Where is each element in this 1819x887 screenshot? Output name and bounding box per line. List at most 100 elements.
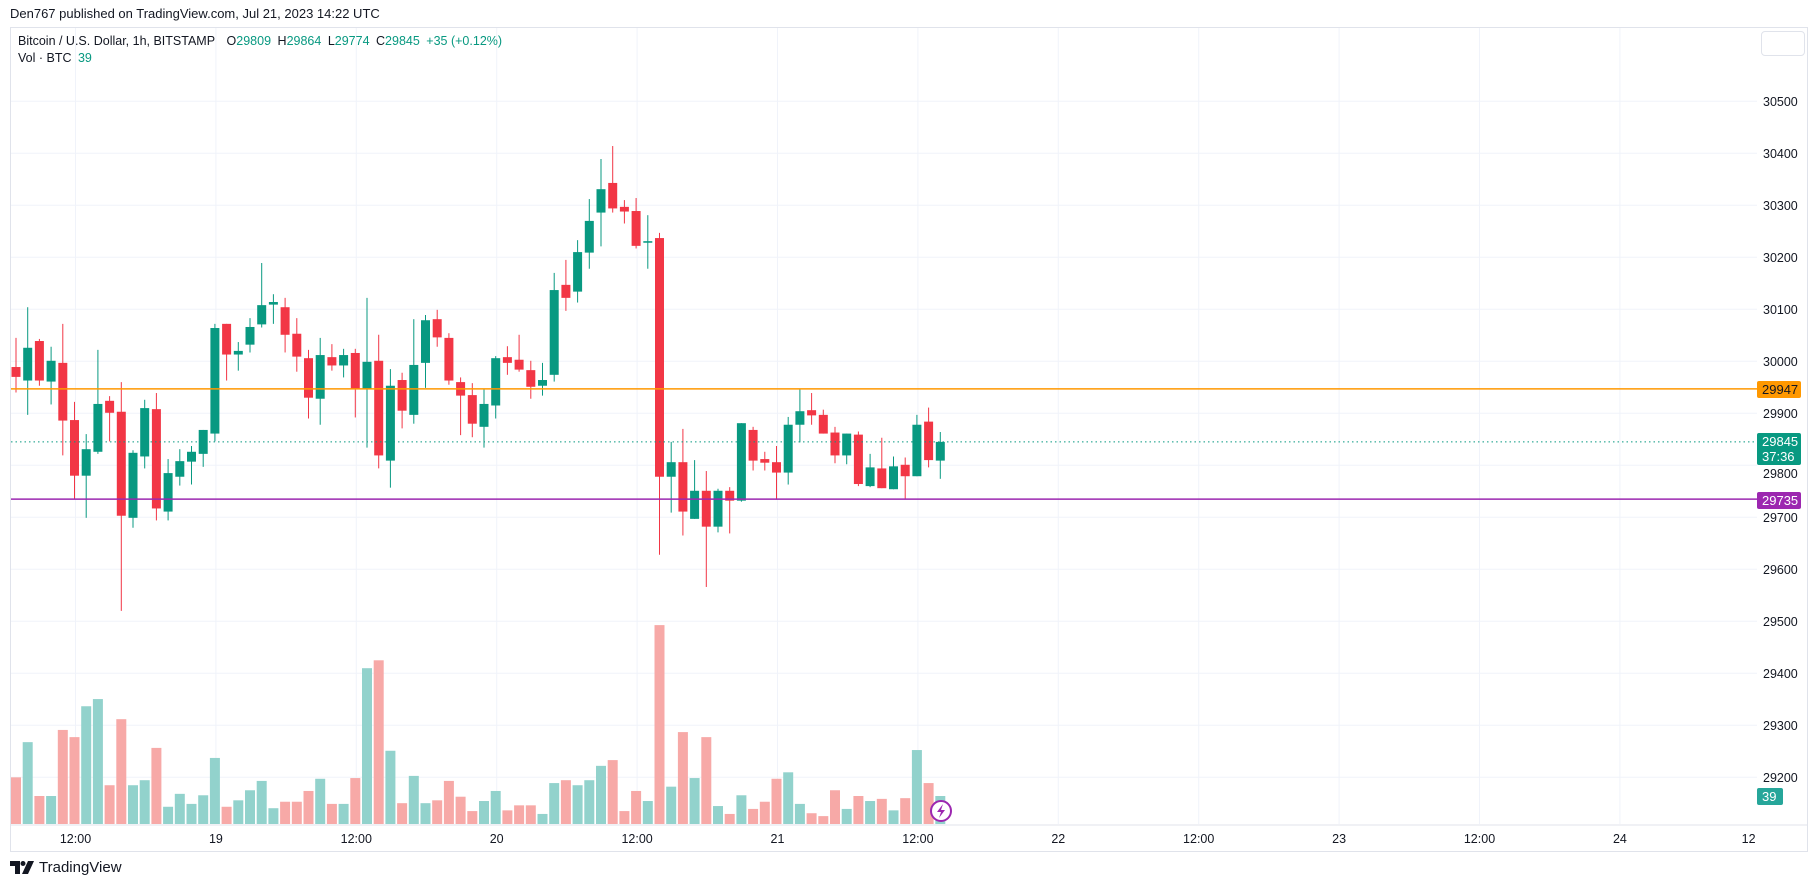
legend-main-row: Bitcoin / U.S. Dollar, 1h, BITSTAMP O298… [18,33,505,50]
volume-bar [467,811,478,824]
volume-bar [116,719,127,824]
price-axis[interactable]: 30500 30400 30300 30200 30100 30000 29900 29800… [1763,95,1798,785]
tradingview-logo[interactable]: TradingView [10,859,122,876]
candle-down [280,307,290,335]
volume-bar [584,780,595,824]
price-tick-label: 30000 [1763,355,1798,369]
time-tick-label: 12 [1742,832,1756,846]
volume-bar [34,795,45,824]
high-label: H [277,34,287,48]
candle-down [526,370,536,387]
time-tick-label: 12:00 [902,832,933,846]
grid [11,28,1757,824]
candle-up [573,252,583,292]
volume-bar [771,778,782,824]
volume-bar [22,742,33,824]
price-tick-label: 29200 [1763,771,1798,785]
volume-label[interactable]: Vol · BTC [18,51,72,65]
volume-bar [596,765,606,824]
candle-down [222,323,232,355]
time-tick-label: 19 [209,832,223,846]
price-tick-label: 29700 [1763,511,1798,525]
time-tick-label: 12:00 [1183,832,1214,846]
volume-bar [713,806,723,824]
lightning-icon[interactable] [930,800,952,822]
candle-down [502,357,512,363]
time-axis[interactable]: 12:00 19 12:00 20 12:00 21 12:00 22 12:00 23 12:00… [11,824,1807,846]
volume-bar [408,775,419,824]
volume-bar [818,816,829,824]
candle-down [807,410,817,416]
candle-down [514,359,524,370]
time-tick-label: 12:00 [621,832,652,846]
volume-bar [174,793,185,824]
candle-down [877,468,887,489]
volume-bar [888,810,899,824]
volume-bar [830,790,840,824]
volume-bar [350,778,361,824]
volume-bar [619,811,630,824]
volume-bar [923,783,934,824]
legend-volume-row: Vol · BTC 39 [18,50,505,67]
candle-up [795,411,805,425]
orange-line-price-tag: 29947 [1757,381,1801,398]
price-tick-label: 29300 [1763,719,1798,733]
volume-bar [701,737,712,824]
price-tick-label: 29800 [1763,467,1798,481]
volume-bar [666,786,677,824]
candle-up [538,380,547,386]
candle-up [93,403,103,452]
candle-down [70,420,79,476]
time-tick-label: 22 [1051,832,1065,846]
price-tick-label: 30400 [1763,147,1798,161]
candle-up [736,423,746,501]
candle-down [444,337,454,381]
low-label: L [327,34,335,48]
symbol-title[interactable]: Bitcoin / U.S. Dollar, 1h, BITSTAMP [18,34,216,48]
price-tick-label: 30200 [1763,251,1798,265]
brand-name: TradingView [39,859,122,876]
volume-value: 39 [77,51,92,65]
volume-bar [560,780,571,824]
volume-bar [256,780,267,824]
volume-bar [642,801,653,824]
candle-down [631,211,641,246]
candle-down [350,352,360,389]
candle-up [690,490,700,519]
candle-down [105,400,115,413]
volume-bar [748,808,759,824]
volume-bar [315,778,326,824]
candle-up [584,220,594,253]
price-tick-label: 29600 [1763,563,1798,577]
price-tick-label: 29900 [1763,407,1798,421]
volume-bar [268,808,279,824]
candle-up [268,302,278,305]
volume-bar [607,760,618,824]
volume-bar [81,706,92,824]
candle-up [257,305,267,325]
volume-bar [549,783,560,824]
volume-bar [900,798,911,824]
chart-settings-button[interactable] [1761,31,1805,56]
volume-bar [689,778,700,824]
open-value: 29809 [236,34,272,48]
candle-up [935,441,945,461]
volume-bar [432,800,443,824]
chart-frame [10,27,1808,852]
open-label: O [226,34,237,48]
candle-down [701,490,711,527]
legend: Bitcoin / U.S. Dollar, 1h, BITSTAMP O298… [18,33,505,67]
candle-up [842,433,852,456]
candle-down [818,414,828,434]
volume-bar [303,790,314,824]
price-tick-label: 30300 [1763,199,1798,213]
candle-up [46,360,56,382]
candle-up [198,429,208,454]
low-value: 29774 [334,34,370,48]
candle-down [608,182,618,209]
candle-down [292,333,302,357]
candle-down [327,357,337,366]
volume-bar [104,785,115,824]
volume-bar [209,757,220,824]
